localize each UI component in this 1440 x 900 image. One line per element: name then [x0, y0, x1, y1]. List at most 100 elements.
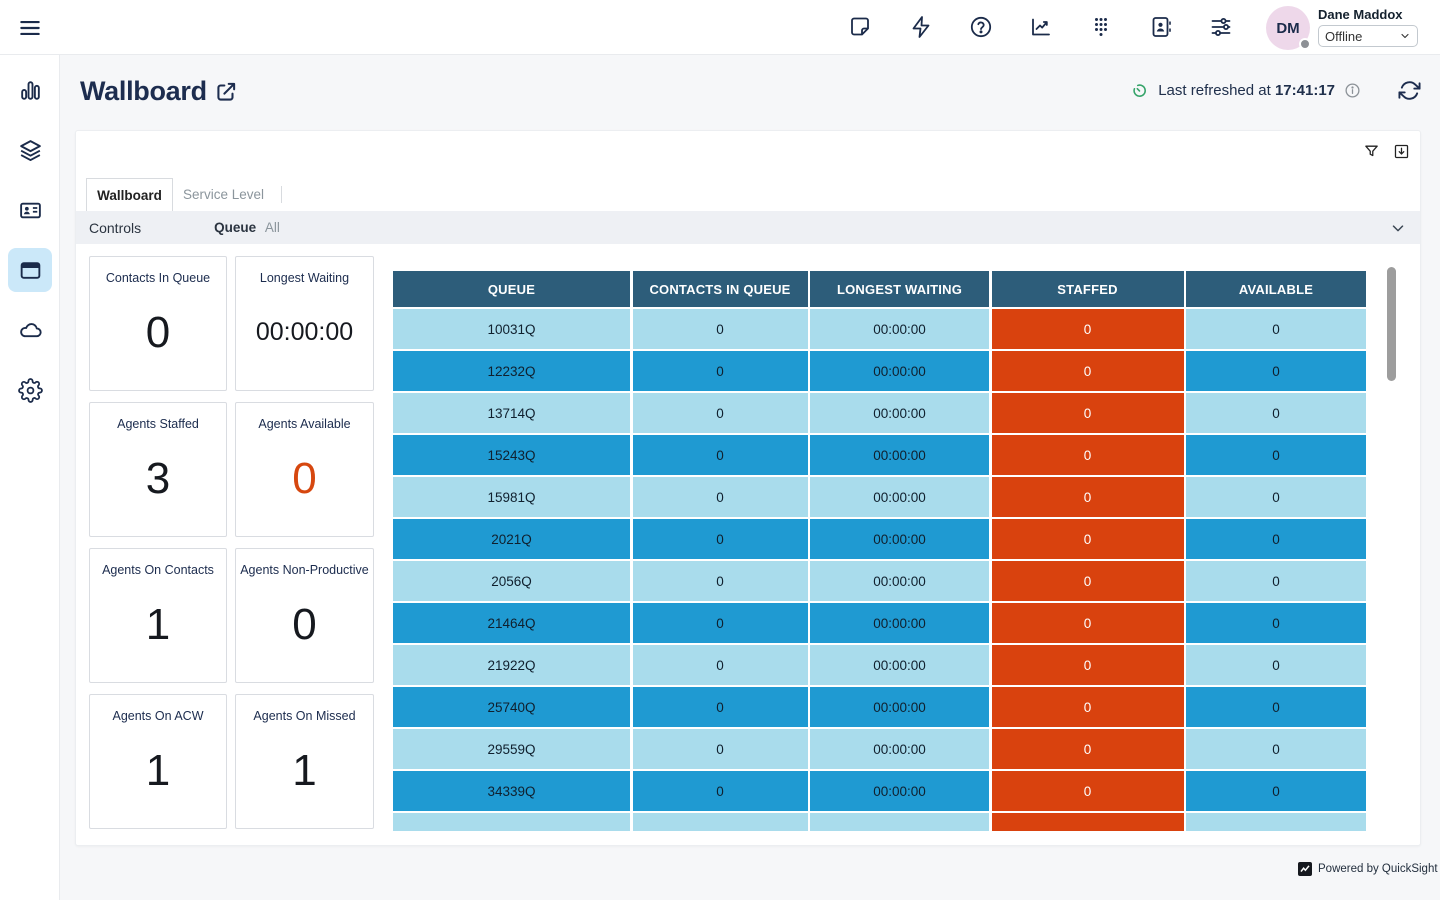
sidebar-item-wallboard[interactable]	[8, 248, 52, 292]
table-row-cell-wrap: 0	[633, 771, 808, 811]
dialpad-icon[interactable]	[1089, 15, 1113, 39]
info-icon[interactable]	[1344, 82, 1361, 99]
longest-waiting-cell	[810, 813, 989, 831]
quicksight-logo-icon	[1298, 862, 1312, 876]
table-row-cell-wrap: 00:00:00	[810, 729, 989, 769]
table-scrollbar[interactable]	[1387, 267, 1396, 381]
kpi-value: 1	[90, 695, 226, 828]
table-row-cell-wrap: 0	[1186, 477, 1366, 517]
contacts-in-queue-cell: 0	[633, 351, 808, 391]
table-row-cell-wrap: 0	[633, 309, 808, 349]
help-icon[interactable]	[969, 15, 993, 39]
status-dropdown[interactable]: Offline	[1318, 25, 1418, 47]
table-row-cell-wrap	[992, 813, 1184, 831]
table-row-cell-wrap: 00:00:00	[810, 477, 989, 517]
table-column-header: QUEUE	[393, 271, 630, 307]
left-sidebar	[0, 55, 60, 900]
user-name: Dane Maddox	[1318, 7, 1426, 22]
longest-waiting-cell: 00:00:00	[810, 435, 989, 475]
contacts-in-queue-cell: 0	[633, 561, 808, 601]
chevron-down-icon	[1399, 30, 1411, 42]
kpi-value: 1	[90, 549, 226, 682]
note-icon[interactable]	[849, 15, 873, 39]
table-row-cell-wrap: 00:00:00	[810, 309, 989, 349]
queue-filter[interactable]: Queue All	[214, 220, 280, 235]
contacts-in-queue-cell: 0	[633, 435, 808, 475]
table-row-cell-wrap: 0	[633, 393, 808, 433]
hamburger-menu-icon[interactable]	[16, 15, 44, 41]
table-row-cell-wrap: 0	[992, 393, 1184, 433]
id-card-icon	[18, 198, 43, 223]
table-row-cell-wrap: 0	[992, 687, 1184, 727]
kpi-card: Agents On Contacts1	[89, 548, 227, 683]
kpi-card: Agents Staffed3	[89, 402, 227, 537]
table-row-cell-wrap: 0	[992, 351, 1184, 391]
queue-table: QUEUECONTACTS IN QUEUELONGEST WAITINGSTA…	[393, 271, 1366, 831]
sidebar-item-queues[interactable]	[8, 128, 52, 172]
table-row-cell-wrap: 0	[633, 729, 808, 769]
directory-icon[interactable]	[1149, 15, 1173, 39]
table-column-header: CONTACTS IN QUEUE	[633, 271, 808, 307]
longest-waiting-cell: 00:00:00	[810, 687, 989, 727]
sidebar-item-settings[interactable]	[8, 368, 52, 412]
staffed-cell: 0	[992, 561, 1184, 601]
refresh-icon[interactable]	[1398, 79, 1421, 102]
contacts-in-queue-cell: 0	[633, 519, 808, 559]
table-row-cell-wrap: 21922Q	[393, 645, 630, 685]
sliders-icon[interactable]	[1209, 15, 1233, 39]
metrics-chart-icon[interactable]	[1029, 15, 1053, 39]
available-cell: 0	[1186, 393, 1366, 433]
controls-strip[interactable]: Controls Queue All	[76, 211, 1420, 244]
tab-service-level[interactable]: Service Level	[176, 178, 271, 211]
table-row-cell-wrap: 13714Q	[393, 393, 630, 433]
table-row-cell-wrap: 0	[1186, 771, 1366, 811]
table-row-cell-wrap: 0	[1186, 519, 1366, 559]
queue-cell: 29559Q	[393, 729, 630, 769]
sidebar-item-cloud[interactable]	[8, 308, 52, 352]
table-row-cell-wrap: 0	[633, 645, 808, 685]
queue-cell: 13714Q	[393, 393, 630, 433]
table-row-cell-wrap: 00:00:00	[810, 687, 989, 727]
table-row-cell-wrap: 0	[992, 603, 1184, 643]
available-cell: 0	[1186, 771, 1366, 811]
available-cell: 0	[1186, 519, 1366, 559]
user-avatar[interactable]: DM	[1266, 6, 1310, 50]
table-row-cell-wrap: 0	[1186, 645, 1366, 685]
available-cell: 0	[1186, 435, 1366, 475]
sidebar-item-metrics[interactable]	[8, 68, 52, 112]
kpi-value: 0	[90, 257, 226, 390]
queue-cell: 25740Q	[393, 687, 630, 727]
lightning-icon[interactable]	[909, 15, 933, 39]
kpi-card: Agents On Missed1	[235, 694, 374, 829]
table-row-cell-wrap: 21464Q	[393, 603, 630, 643]
staffed-cell: 0	[992, 477, 1184, 517]
staffed-cell: 0	[992, 603, 1184, 643]
longest-waiting-cell: 00:00:00	[810, 519, 989, 559]
external-link-icon[interactable]	[213, 79, 239, 105]
controls-label: Controls	[89, 220, 141, 236]
available-cell: 0	[1186, 351, 1366, 391]
available-cell: 0	[1186, 729, 1366, 769]
table-row-cell-wrap: 0	[633, 561, 808, 601]
table-row-cell-wrap: 0	[1186, 309, 1366, 349]
table-row-cell-wrap: 0	[633, 477, 808, 517]
table-row-cell-wrap: 0	[992, 309, 1184, 349]
queue-cell: 15243Q	[393, 435, 630, 475]
filter-icon[interactable]	[1363, 143, 1380, 160]
staffed-cell: 0	[992, 393, 1184, 433]
table-row-cell-wrap: 25740Q	[393, 687, 630, 727]
table-row-cell-wrap: 00:00:00	[810, 393, 989, 433]
table-row-cell-wrap: 0	[992, 561, 1184, 601]
table-row-cell-wrap	[633, 813, 808, 831]
contacts-in-queue-cell: 0	[633, 393, 808, 433]
sidebar-item-contacts[interactable]	[8, 188, 52, 232]
staffed-cell	[992, 813, 1184, 831]
kpi-value: 1	[236, 695, 373, 828]
table-row-cell-wrap: 00:00:00	[810, 645, 989, 685]
table-row-cell-wrap: 10031Q	[393, 309, 630, 349]
export-icon[interactable]	[1393, 143, 1410, 160]
staffed-cell: 0	[992, 645, 1184, 685]
controls-collapse-chevron-icon[interactable]	[1389, 219, 1407, 237]
tab-bar: Wallboard Service Level	[76, 178, 1420, 211]
tab-wallboard[interactable]: Wallboard	[86, 178, 173, 211]
